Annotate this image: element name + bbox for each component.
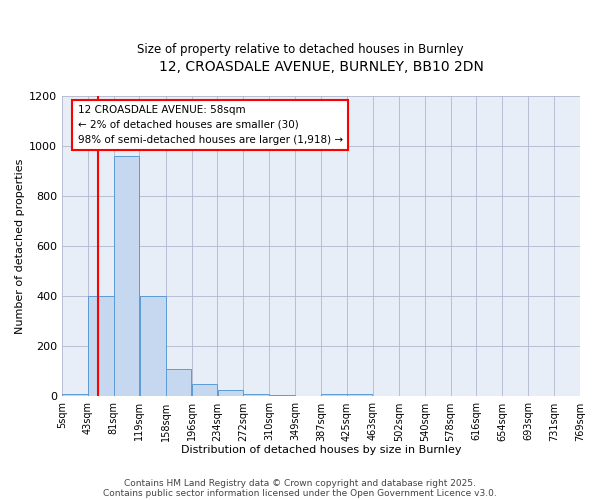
Text: 12 CROASDALE AVENUE: 58sqm
← 2% of detached houses are smaller (30)
98% of semi-: 12 CROASDALE AVENUE: 58sqm ← 2% of detac… [77,105,343,144]
Bar [218,390,243,396]
Bar [62,394,88,396]
Bar [243,394,269,396]
Text: Contains HM Land Registry data © Crown copyright and database right 2025.: Contains HM Land Registry data © Crown c… [124,478,476,488]
Title: 12, CROASDALE AVENUE, BURNLEY, BB10 2DN: 12, CROASDALE AVENUE, BURNLEY, BB10 2DN [158,60,484,74]
Bar [269,395,295,396]
Y-axis label: Number of detached properties: Number of detached properties [15,158,25,334]
Bar [140,296,166,396]
Bar [192,384,217,396]
Bar [321,394,347,396]
Text: Size of property relative to detached houses in Burnley: Size of property relative to detached ho… [137,42,463,56]
Text: Contains public sector information licensed under the Open Government Licence v3: Contains public sector information licen… [103,488,497,498]
Bar [88,296,113,396]
X-axis label: Distribution of detached houses by size in Burnley: Distribution of detached houses by size … [181,445,461,455]
Bar [114,156,139,396]
Bar [166,369,191,396]
Bar [347,394,373,396]
